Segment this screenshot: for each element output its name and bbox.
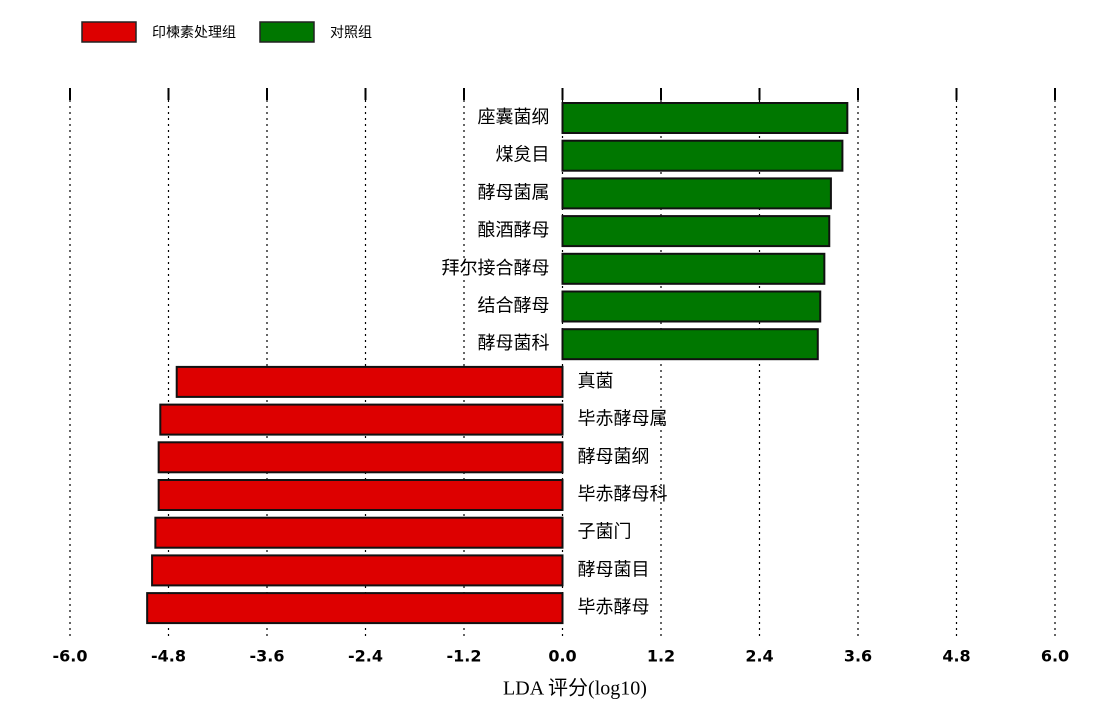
bar (561, 215, 831, 248)
category-label: 酿酒酵母 (478, 220, 550, 241)
x-tick-label: -3.6 (250, 647, 285, 666)
x-tick-label: -2.4 (348, 647, 383, 666)
category-label: 毕赤酵母属 (578, 409, 668, 430)
bar (561, 102, 849, 134)
category-label: 真菌 (578, 371, 614, 392)
category-label: 毕赤酵母科 (578, 484, 668, 505)
x-tick-label: 2.4 (745, 647, 773, 666)
x-tick-label: 6.0 (1041, 647, 1069, 666)
bar (146, 592, 564, 625)
category-label: 座囊菌纲 (478, 107, 550, 128)
bar (157, 479, 564, 511)
bar (561, 252, 826, 285)
category-label: 毕赤酵母 (578, 597, 650, 618)
x-tick-label: 4.8 (942, 647, 970, 666)
category-label: 煤炱目 (496, 145, 550, 166)
category-label: 酵母菌科 (478, 333, 550, 354)
legend-label: 对照组 (330, 25, 372, 41)
x-tick-label: -1.2 (447, 647, 482, 666)
x-tick-label: -6.0 (53, 647, 88, 666)
bar (561, 177, 832, 210)
category-label: 拜尔接合酵母 (442, 258, 550, 279)
legend-label: 印楝素处理组 (152, 25, 236, 41)
category-label: 酵母菌目 (578, 559, 650, 580)
legend-swatch (259, 21, 315, 43)
category-label: 子菌门 (578, 522, 632, 543)
bar (561, 290, 822, 323)
bar (151, 554, 564, 587)
bar (157, 441, 564, 474)
bar (175, 365, 564, 398)
x-tick-label: 1.2 (647, 647, 675, 666)
legend-swatch (81, 21, 137, 43)
bar (159, 403, 564, 436)
bar (154, 516, 564, 549)
category-label: 酵母菌纲 (578, 446, 650, 467)
bar (561, 139, 844, 172)
category-label: 结合酵母 (478, 296, 550, 317)
x-axis-label: LDA 评分(log10) (503, 677, 647, 700)
bar (561, 328, 819, 361)
x-tick-label: -4.8 (151, 647, 186, 666)
x-tick-label: 0.0 (548, 647, 576, 666)
category-label: 酵母菌属 (478, 182, 550, 203)
x-tick-label: 3.6 (844, 647, 872, 666)
